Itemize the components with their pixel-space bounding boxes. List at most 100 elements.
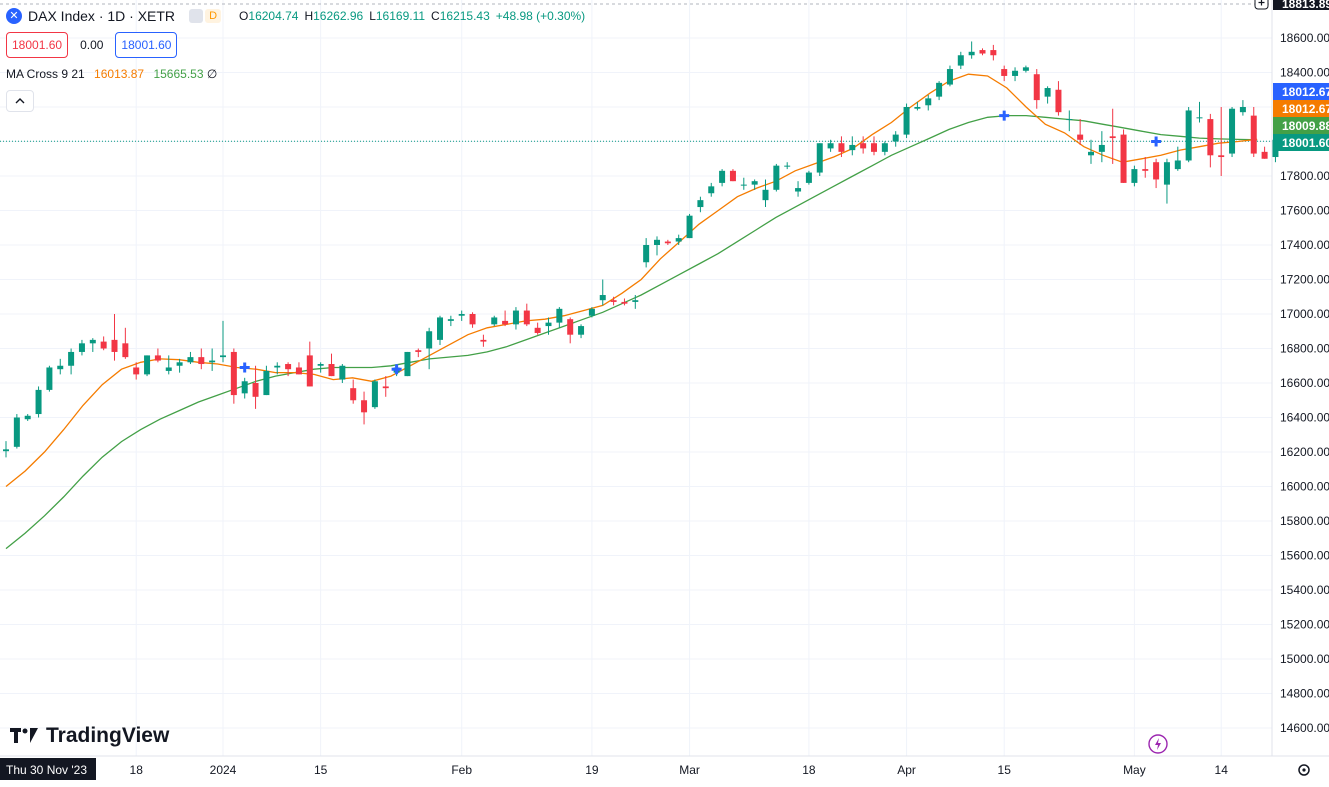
candle[interactable]: [502, 310, 509, 327]
candle[interactable]: [957, 51, 964, 70]
candle[interactable]: [1044, 86, 1051, 104]
candle[interactable]: [371, 379, 378, 409]
candle[interactable]: [936, 81, 943, 101]
candle[interactable]: [697, 196, 704, 213]
candle[interactable]: [111, 314, 118, 361]
candle[interactable]: [57, 358, 64, 375]
candle[interactable]: [1088, 139, 1094, 164]
candle[interactable]: [426, 327, 433, 370]
candles[interactable]: [3, 41, 1279, 458]
candle[interactable]: [1153, 158, 1160, 189]
candle[interactable]: [795, 181, 802, 197]
candle[interactable]: [1098, 131, 1105, 163]
candle[interactable]: [871, 136, 877, 156]
candle[interactable]: [1218, 107, 1225, 176]
candle[interactable]: [990, 44, 997, 61]
candle[interactable]: [1120, 129, 1127, 183]
candle[interactable]: [838, 136, 845, 158]
candle[interactable]: [133, 362, 140, 380]
candle[interactable]: [209, 348, 216, 371]
candle[interactable]: [252, 365, 259, 409]
candle[interactable]: [1022, 65, 1029, 73]
candle[interactable]: [339, 364, 346, 383]
candle[interactable]: [144, 355, 151, 377]
candle[interactable]: [1261, 146, 1268, 159]
candle[interactable]: [925, 94, 932, 111]
candle[interactable]: [784, 162, 791, 170]
candle[interactable]: [306, 341, 313, 387]
candle[interactable]: [1239, 100, 1246, 116]
candle[interactable]: [122, 327, 129, 359]
candle[interactable]: [534, 322, 541, 335]
candle[interactable]: [68, 348, 75, 375]
candle[interactable]: [241, 377, 248, 399]
lightning-icon[interactable]: [1148, 734, 1168, 754]
indicator-name[interactable]: MA Cross 9 21: [6, 67, 85, 81]
candle[interactable]: [654, 236, 660, 256]
candle[interactable]: [458, 310, 465, 321]
candle[interactable]: [165, 355, 172, 375]
candle[interactable]: [1066, 110, 1073, 132]
candle[interactable]: [523, 303, 530, 327]
candle[interactable]: [621, 298, 628, 306]
sell-button[interactable]: 18001.60: [6, 32, 69, 58]
candle[interactable]: [176, 358, 183, 373]
candle[interactable]: [361, 391, 368, 425]
candle[interactable]: [979, 48, 986, 56]
candle[interactable]: [914, 101, 921, 111]
symbol-row[interactable]: ✕ DAX Index · 1D · XETR D O16204.74 H162…: [6, 6, 585, 26]
candle[interactable]: [1174, 146, 1181, 171]
candle[interactable]: [35, 386, 42, 418]
candle[interactable]: [220, 320, 226, 363]
candle[interactable]: [588, 307, 595, 318]
candle[interactable]: [643, 238, 650, 268]
candle[interactable]: [968, 41, 975, 59]
candle[interactable]: [773, 163, 780, 192]
candle[interactable]: [946, 65, 953, 87]
candle[interactable]: [578, 324, 585, 339]
candle[interactable]: [350, 379, 357, 404]
candle[interactable]: [686, 213, 693, 239]
candle[interactable]: [675, 234, 682, 245]
collapse-legend-button[interactable]: [6, 90, 34, 112]
candle[interactable]: [382, 376, 389, 397]
candle[interactable]: [1001, 65, 1008, 82]
candle[interactable]: [708, 182, 715, 197]
x-symbol-icon[interactable]: ✕: [6, 8, 22, 24]
candle[interactable]: [1077, 119, 1084, 145]
candle[interactable]: [849, 136, 856, 156]
candle[interactable]: [285, 362, 292, 377]
candle[interactable]: [762, 179, 769, 208]
candle[interactable]: [903, 103, 910, 139]
candle[interactable]: [1012, 67, 1019, 82]
candle[interactable]: [567, 317, 574, 344]
candle[interactable]: [469, 312, 476, 328]
candle[interactable]: [328, 353, 335, 377]
candle[interactable]: [100, 336, 107, 351]
candle[interactable]: [599, 279, 606, 306]
candle[interactable]: [1207, 113, 1214, 168]
candle[interactable]: [437, 315, 443, 346]
candle[interactable]: [491, 315, 498, 327]
add-alert-icon[interactable]: [1254, 0, 1269, 10]
candle[interactable]: [632, 295, 639, 309]
candle[interactable]: [1055, 81, 1062, 116]
buy-button[interactable]: 18001.60: [115, 32, 178, 58]
candle[interactable]: [3, 441, 9, 458]
candle[interactable]: [512, 307, 519, 330]
candle[interactable]: [740, 177, 747, 190]
candle[interactable]: [1131, 165, 1138, 187]
candle[interactable]: [89, 338, 96, 352]
candle[interactable]: [404, 351, 411, 377]
indicator-row[interactable]: MA Cross 9 21 16013.87 15665.53 ∅: [6, 64, 585, 84]
candle[interactable]: [1033, 69, 1040, 109]
candle[interactable]: [263, 365, 270, 396]
candle[interactable]: [729, 169, 736, 182]
candle[interactable]: [230, 348, 237, 404]
tradingview-logo[interactable]: TradingView: [10, 724, 169, 748]
candle[interactable]: [198, 348, 205, 370]
candle[interactable]: [719, 169, 726, 187]
candle[interactable]: [24, 414, 31, 421]
